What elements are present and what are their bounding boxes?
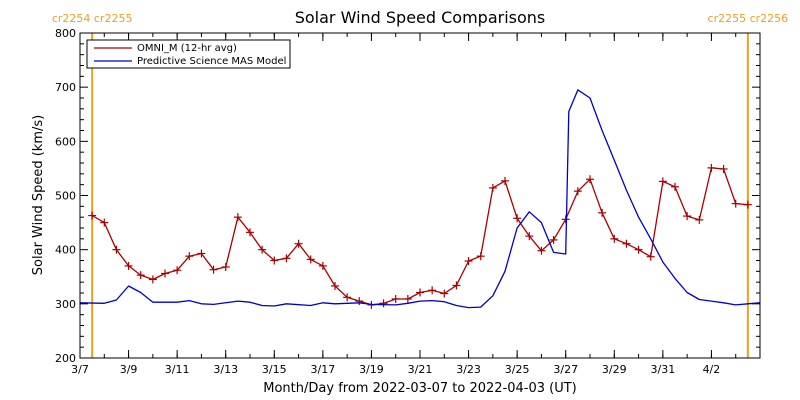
data-point-marker <box>537 246 546 255</box>
data-point-marker <box>464 257 473 266</box>
data-point-marker <box>173 266 182 275</box>
series-layer <box>79 89 761 309</box>
series-line-1 <box>79 89 761 309</box>
data-point-marker <box>561 215 570 224</box>
data-point-marker <box>646 252 655 261</box>
data-point-marker <box>743 200 752 209</box>
x-tick-label: 3/13 <box>213 363 238 376</box>
y-tick-label: 700 <box>55 81 76 94</box>
x-tick-label: 3/15 <box>262 363 287 376</box>
data-point-marker <box>270 256 279 265</box>
data-point-marker <box>671 182 679 191</box>
x-tick-label: 3/27 <box>553 363 578 376</box>
data-point-marker <box>355 297 364 306</box>
data-point-marker <box>88 211 97 220</box>
y-tick-label: 400 <box>55 244 76 257</box>
plot-frame <box>79 32 761 359</box>
y-axis-label: Solar Wind Speed (km/s) <box>31 115 46 275</box>
x-tick-label: 3/31 <box>651 363 676 376</box>
data-point-marker <box>719 164 728 173</box>
axis-ticks: 200 300 400 500 600 700 800 3/7 3/9 3/11 3/13 3/15 3… <box>55 27 761 376</box>
data-point-marker <box>403 294 412 303</box>
data-point-marker <box>391 294 400 303</box>
data-point-marker <box>476 252 485 261</box>
data-point-marker <box>100 218 109 227</box>
legend: OMNI_M (12-hr avg) Predictive Science MA… <box>86 39 291 69</box>
x-tick-label: 3/25 <box>505 363 530 376</box>
data-point-marker <box>136 271 145 280</box>
data-point-marker <box>598 208 607 217</box>
x-tick-label: 3/19 <box>359 363 384 376</box>
carrington-label: cr2255 cr2256 <box>708 12 789 25</box>
data-point-marker <box>683 212 692 221</box>
x-tick-label: 3/17 <box>311 363 336 376</box>
data-point-marker <box>318 261 327 270</box>
data-point-marker <box>294 239 303 248</box>
data-point-marker <box>379 299 388 308</box>
x-tick-label: 3/9 <box>120 363 138 376</box>
data-point-marker <box>112 245 121 254</box>
data-point-marker <box>197 249 206 258</box>
data-point-marker <box>246 228 254 237</box>
data-point-marker <box>282 254 291 263</box>
data-point-marker <box>124 261 133 270</box>
data-point-marker <box>440 289 449 298</box>
data-point-marker <box>610 234 619 243</box>
data-point-marker <box>488 183 497 192</box>
data-point-marker <box>525 232 534 241</box>
data-point-marker <box>452 281 461 290</box>
data-point-marker <box>428 286 437 295</box>
data-point-marker <box>695 215 704 224</box>
x-tick-label: 4/2 <box>703 363 721 376</box>
x-tick-label: 3/7 <box>71 363 89 376</box>
data-point-marker <box>658 177 667 186</box>
data-point-marker <box>221 263 230 271</box>
carrington-label: cr2254 cr2255 <box>52 12 133 25</box>
data-point-marker <box>634 245 643 254</box>
data-point-marker <box>258 245 267 254</box>
y-tick-label: 500 <box>55 190 76 203</box>
data-point-marker <box>306 255 315 264</box>
data-point-marker <box>622 239 631 248</box>
data-point-marker <box>161 269 169 278</box>
data-point-marker <box>209 265 218 274</box>
x-tick-label: 3/21 <box>408 363 433 376</box>
y-tick-label: 600 <box>55 135 76 148</box>
data-point-marker <box>573 187 582 196</box>
data-point-marker <box>501 176 509 185</box>
data-point-marker <box>233 213 242 222</box>
y-tick-label: 800 <box>55 27 76 40</box>
chart-title: Solar Wind Speed Comparisons <box>295 8 546 27</box>
data-point-marker <box>343 293 352 302</box>
data-point-marker <box>513 214 522 223</box>
legend-label-omni: OMNI_M (12-hr avg) <box>137 43 237 54</box>
x-axis-label: Month/Day from 2022-03-07 to 2022-04-03 … <box>263 381 576 396</box>
x-tick-label: 3/11 <box>165 363 190 376</box>
data-point-marker <box>731 199 740 208</box>
x-tick-label: 3/23 <box>456 363 481 376</box>
data-point-marker <box>549 235 558 244</box>
data-point-marker <box>185 252 194 261</box>
data-point-marker <box>707 163 716 172</box>
y-tick-label: 300 <box>55 298 76 311</box>
x-tick-label: 3/29 <box>602 363 627 376</box>
data-point-marker <box>148 275 157 284</box>
legend-label-mas: Predictive Science MAS Model <box>137 56 286 67</box>
legend-box <box>86 39 291 69</box>
data-point-marker <box>586 175 594 184</box>
data-point-marker <box>416 288 424 297</box>
data-point-marker <box>331 281 339 290</box>
y-tick-label: 200 <box>55 352 76 365</box>
